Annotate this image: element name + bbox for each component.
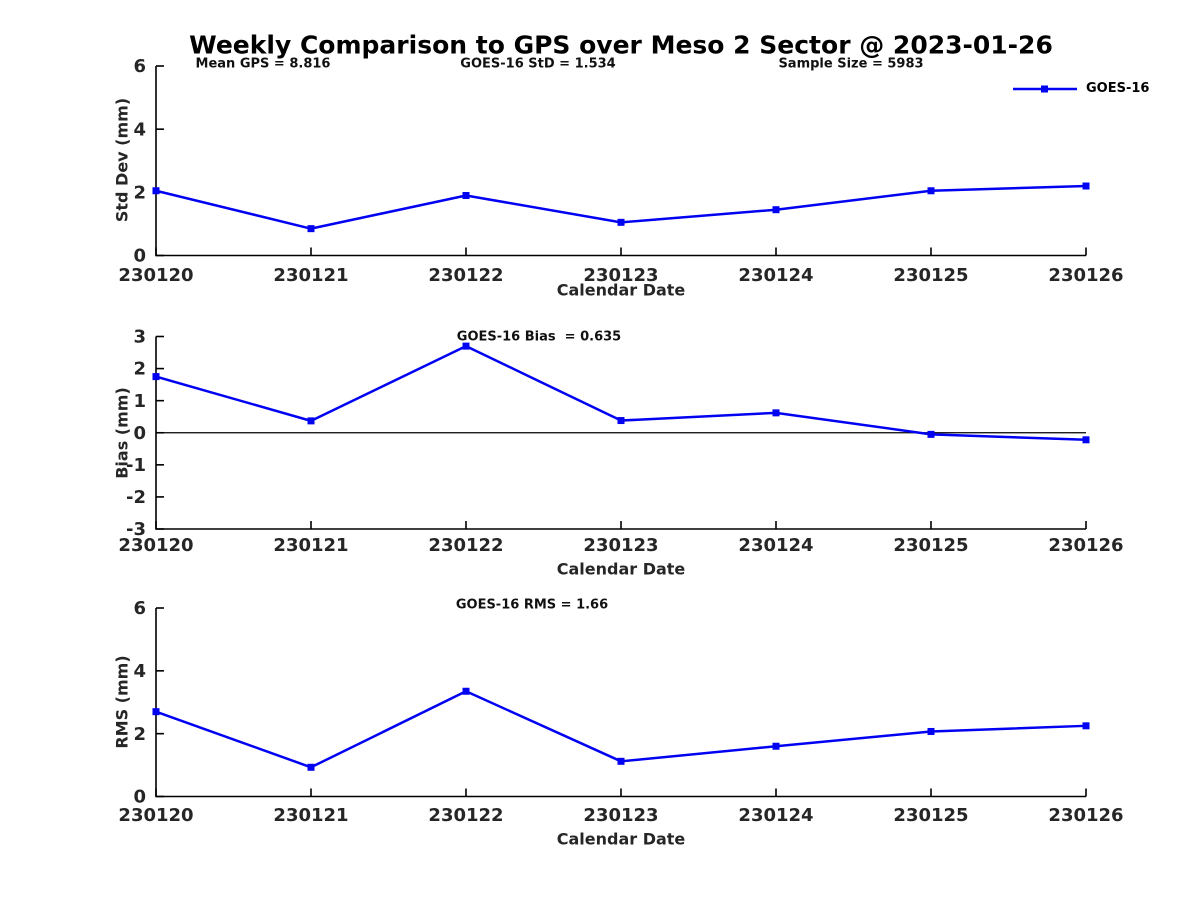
data-point-marker bbox=[1082, 182, 1090, 190]
data-point-marker bbox=[1082, 436, 1090, 444]
y-axis-label-stddev: Std Dev (mm) bbox=[112, 97, 132, 223]
stat-mean-gps: Mean GPS = 8.816 bbox=[195, 56, 331, 72]
y-tick-label: 3 bbox=[133, 327, 146, 348]
stat-goes16-std: GOES-16 StD = 1.534 bbox=[460, 56, 616, 72]
data-point-marker bbox=[462, 191, 470, 199]
data-point-marker bbox=[462, 687, 470, 695]
y-tick-label: 0 bbox=[133, 246, 146, 267]
y-tick-label: -2 bbox=[126, 487, 146, 508]
data-point-marker bbox=[617, 417, 625, 425]
data-point-marker bbox=[772, 409, 780, 417]
subplot-title-rms: GOES-16 RMS = 1.66 bbox=[455, 597, 609, 613]
y-tick-label: 4 bbox=[133, 661, 146, 682]
axis-line bbox=[155, 66, 1086, 257]
x-axis-label-stddev: Calendar Date bbox=[556, 280, 686, 300]
figure-title: Weekly Comparison to GPS over Meso 2 Sec… bbox=[189, 30, 1053, 60]
data-point-marker bbox=[927, 187, 935, 195]
x-tick-label: 230121 bbox=[273, 265, 348, 286]
series-line bbox=[154, 344, 1088, 442]
data-point-marker bbox=[307, 417, 315, 425]
x-tick-label: 230126 bbox=[1048, 805, 1123, 826]
data-point-marker bbox=[927, 727, 935, 735]
y-tick-label: 2 bbox=[133, 724, 146, 745]
data-point-marker bbox=[152, 373, 160, 381]
series-line bbox=[154, 690, 1088, 769]
legend: GOES-16 bbox=[1012, 81, 1149, 96]
y-tick-label: 2 bbox=[133, 359, 146, 380]
x-tick-label: 230120 bbox=[118, 805, 193, 826]
stat-sample-size: Sample Size = 5983 bbox=[778, 56, 924, 72]
y-axis-label-rms: RMS (mm) bbox=[112, 655, 132, 749]
y-tick-label: -1 bbox=[126, 455, 146, 476]
axis-line bbox=[155, 608, 1086, 798]
data-point-marker bbox=[772, 206, 780, 214]
x-tick-label: 230125 bbox=[893, 535, 968, 556]
x-tick-label: 230123 bbox=[583, 265, 658, 286]
y-tick-label: -3 bbox=[126, 519, 146, 540]
data-point-marker bbox=[772, 742, 780, 750]
x-axis-label-rms: Calendar Date bbox=[556, 829, 686, 849]
data-point-marker bbox=[462, 342, 470, 350]
x-tick-label: 230120 bbox=[118, 535, 193, 556]
x-tick-label: 230124 bbox=[738, 265, 813, 286]
y-tick-label: 4 bbox=[133, 119, 146, 140]
x-tick-label: 230121 bbox=[273, 805, 348, 826]
data-point-marker bbox=[307, 763, 315, 771]
x-tick-label: 230124 bbox=[738, 535, 813, 556]
x-tick-label: 230122 bbox=[428, 535, 503, 556]
x-tick-label: 230123 bbox=[583, 805, 658, 826]
x-tick-label: 230120 bbox=[118, 265, 193, 286]
y-tick-label: 6 bbox=[133, 56, 146, 77]
y-axis-label-bias: Bias (mm) bbox=[112, 387, 132, 479]
legend-line-icon bbox=[1013, 85, 1077, 92]
y-tick-label: 0 bbox=[133, 787, 146, 808]
x-axis-label-bias: Calendar Date bbox=[556, 559, 686, 579]
x-tick-label: 230125 bbox=[893, 805, 968, 826]
x-tick-label: 230124 bbox=[738, 805, 813, 826]
x-tick-label: 230121 bbox=[273, 535, 348, 556]
x-tick-label: 230126 bbox=[1048, 535, 1123, 556]
x-tick-label: 230122 bbox=[428, 805, 503, 826]
y-tick-label: 1 bbox=[133, 391, 146, 412]
data-point-marker bbox=[152, 187, 160, 195]
x-tick-label: 230122 bbox=[428, 265, 503, 286]
x-tick-label: 230123 bbox=[583, 535, 658, 556]
data-point-marker bbox=[617, 218, 625, 226]
data-point-marker bbox=[1082, 722, 1090, 730]
y-tick-label: 0 bbox=[133, 423, 146, 444]
x-tick-label: 230126 bbox=[1048, 265, 1123, 286]
subplot-title-bias: GOES-16 Bias = 0.635 bbox=[456, 329, 622, 345]
x-tick-label: 230125 bbox=[893, 265, 968, 286]
y-tick-label: 2 bbox=[133, 182, 146, 203]
y-tick-label: 6 bbox=[133, 598, 146, 619]
data-point-marker bbox=[152, 708, 160, 716]
data-point-marker bbox=[307, 225, 315, 233]
data-point-marker bbox=[617, 757, 625, 765]
data-point-marker bbox=[927, 430, 935, 438]
legend-label: GOES-16 bbox=[1086, 81, 1150, 96]
